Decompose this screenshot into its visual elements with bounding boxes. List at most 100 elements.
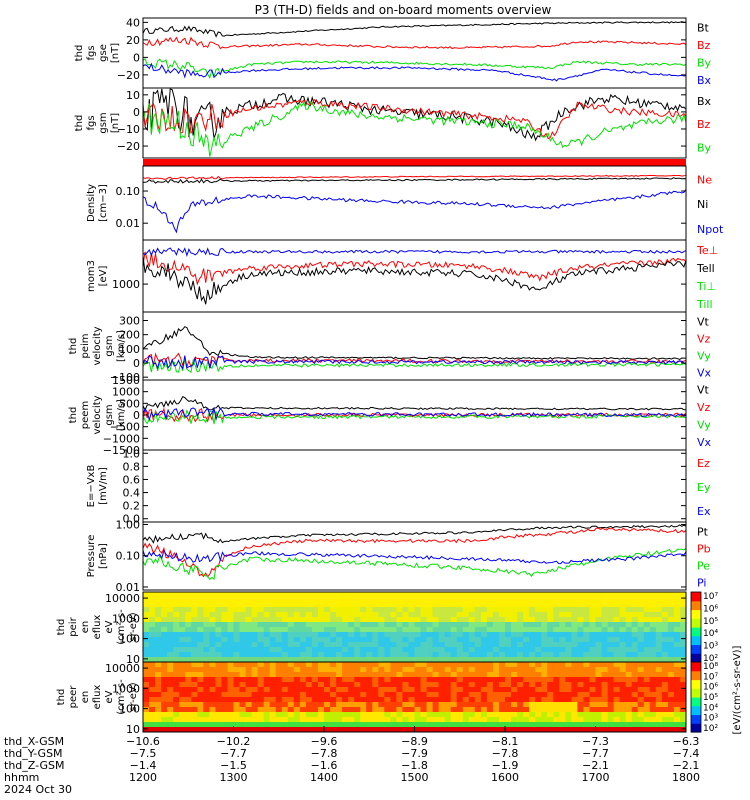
y-axis-label: thd [68,407,79,424]
heatmap-cell [462,697,470,703]
heatmap-cell [438,652,445,658]
heatmap-cell [396,662,403,668]
heatmap-cell [221,672,228,678]
heatmap-cell [553,682,560,688]
heatmap-cell [348,702,355,708]
heatmap-cell [438,662,445,668]
heatmap-cell [505,667,512,673]
heatmap-cell [529,662,536,668]
heatmap-cell [589,712,596,718]
heatmap-cell [203,652,210,658]
heatmap-cell [360,672,367,678]
heatmap-cell [492,607,500,613]
heatmap-cell [523,597,530,603]
heatmap-cell [324,657,331,663]
heatmap-cell [305,692,313,698]
legend-item: Te⊥ [696,244,718,257]
heatmap-cell [492,627,500,633]
heatmap-cell [281,672,289,678]
heatmap-cell [535,612,542,618]
heatmap-cell [535,682,542,688]
heatmap-cell [607,612,614,618]
heatmap-cell [631,712,639,718]
heatmap-cell [547,637,554,643]
heatmap-cell [143,687,150,693]
heatmap-cell [571,602,578,608]
legend-item: Vx [697,436,712,449]
heatmap-cell [330,712,337,718]
heatmap-cell [655,657,663,663]
heatmap-cell [330,682,337,688]
heatmap-cell [354,637,361,643]
heatmap-cell [571,682,578,688]
colorbar-tick-label: 10⁴ [703,703,718,713]
heatmap-cell [161,652,168,658]
heatmap-cell [311,597,319,603]
heatmap-cell [583,652,590,658]
chart-title: P3 (TH-D) fields and on-board moments ov… [255,3,552,17]
heatmap-cell [559,727,566,733]
heatmap-cell [637,717,645,723]
heatmap-cell [499,702,506,708]
heatmap-cell [643,677,651,683]
y-axis-label: thd [68,338,79,355]
heatmap-cell [324,692,331,698]
heatmap-cell [281,657,289,663]
heatmap-cell [318,717,325,723]
heatmap-cell [203,607,210,613]
heatmap-cell [179,657,186,663]
heatmap-cell [607,722,614,728]
heatmap-cell [366,592,373,598]
heatmap-cell [432,632,439,638]
heatmap-cell [354,657,361,663]
heatmap-cell [414,622,421,628]
heatmap-cell [173,722,180,728]
heatmap-cell [305,592,313,598]
heatmap-cell [197,677,204,683]
heatmap-cell [426,627,433,633]
heatmap-cell [474,672,482,678]
heatmap-cell [209,682,216,688]
x-row-label: 2024 Oct 30 [4,783,72,796]
heatmap-cell [215,607,222,613]
heatmap-cell [402,687,409,693]
heatmap-cell [613,597,620,603]
heatmap-cell [444,727,452,733]
heatmap-cell [257,702,264,708]
heatmap-cell [661,642,669,648]
heatmap-cell [499,677,506,683]
heatmap-cell [318,612,325,618]
x-row-label: thd_Y-GSM [4,747,63,760]
heatmap-cell [613,682,620,688]
heatmap-cell [348,692,355,698]
heatmap-cell [565,672,572,678]
heatmap-cell [239,722,246,728]
heatmap-cell [505,617,512,623]
heatmap-cell [221,642,228,648]
heatmap-cell [505,632,512,638]
heatmap-cell [420,612,427,618]
heatmap-cell [245,672,252,678]
heatmap-cell [492,717,500,723]
y-axis-label: en [80,691,91,704]
heatmap-cell [191,597,198,603]
heatmap-cell [384,617,391,623]
heatmap-cell [299,702,307,708]
heatmap-cell [402,617,409,623]
heatmap-cell [523,612,530,618]
heatmap-cell [318,727,325,733]
heatmap-cell [426,642,433,648]
heatmap-cell [324,677,331,683]
y-tick-label: 10 [126,89,140,102]
heatmap-cell [456,712,464,718]
colorbar-segment [691,592,701,602]
heatmap-cell [155,607,162,613]
heatmap-cell [318,627,325,633]
heatmap-cell [342,707,349,713]
y-tick-label: 0.6 [123,474,141,487]
heatmap-cell [637,657,645,663]
heatmap-cell [324,702,331,708]
heatmap-cell [191,612,198,618]
y-tick-label: −20 [117,69,140,82]
heatmap-cell [342,672,349,678]
